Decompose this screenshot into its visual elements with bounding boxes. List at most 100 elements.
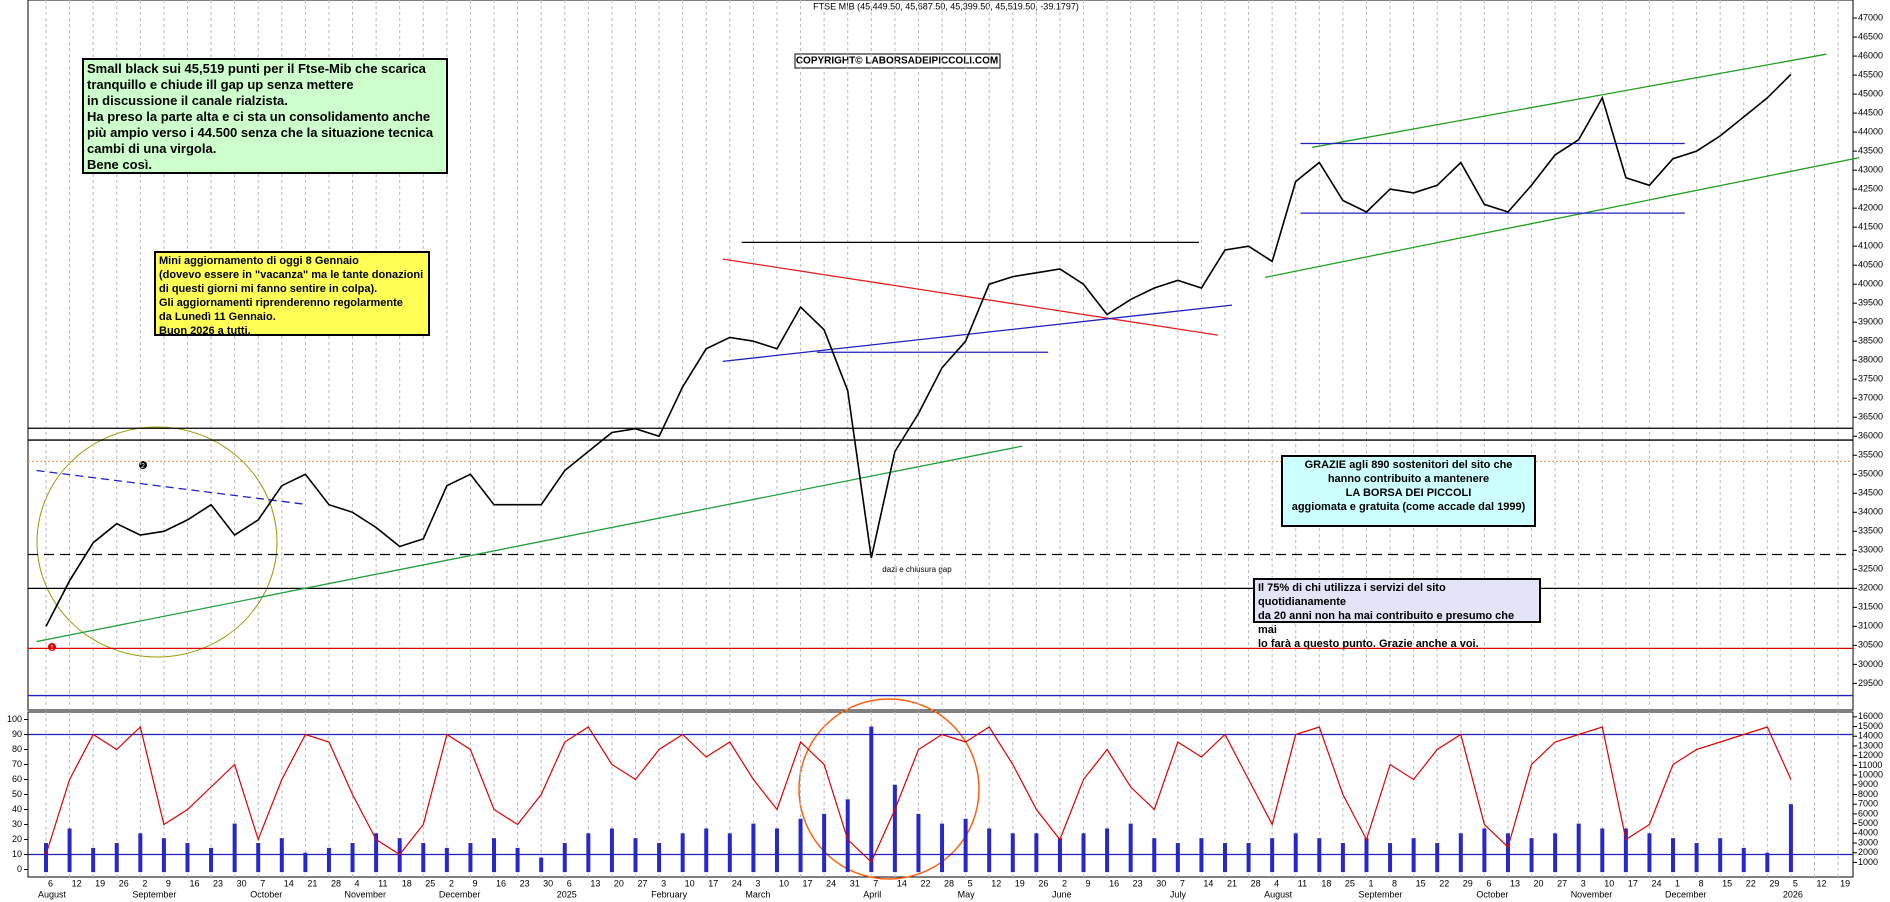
x-tick-label: 14 bbox=[284, 878, 294, 888]
y-tick-label: 43500 bbox=[1858, 145, 1883, 155]
y-tick-label: 33000 bbox=[1858, 545, 1883, 555]
volume-bar bbox=[67, 828, 72, 873]
x-tick-label: 25 bbox=[425, 878, 435, 888]
x-tick-label: 24 bbox=[826, 878, 836, 888]
note-line: di questi giorni mi fanno sentire in col… bbox=[159, 283, 378, 295]
y-tick-label: 10 bbox=[12, 849, 22, 859]
y-tick-label: 70 bbox=[12, 759, 22, 769]
x-tick-label: 7 bbox=[873, 878, 878, 888]
y-tick-label: 31500 bbox=[1858, 602, 1883, 612]
volume-bar bbox=[751, 823, 756, 873]
x-tick-label: 27 bbox=[638, 878, 648, 888]
x-tick-label: 10 bbox=[779, 878, 789, 888]
y-tick-label: 46000 bbox=[1858, 50, 1883, 60]
volume-bar bbox=[1293, 833, 1298, 873]
volume-bar bbox=[492, 838, 497, 873]
x-tick-label: 5 bbox=[1793, 878, 1798, 888]
y-tick-label: 39500 bbox=[1858, 298, 1883, 308]
volume-bar bbox=[774, 828, 779, 873]
volume-bar bbox=[1081, 833, 1086, 873]
y2-tick-label: 9000 bbox=[1858, 779, 1878, 789]
note-line: tranquillo e chiude ill gap up senza met… bbox=[87, 77, 354, 92]
volume-bar bbox=[845, 799, 850, 873]
volume-bar bbox=[657, 843, 662, 873]
note-box: GRAZIE agli 890 sostenitori del sito che… bbox=[1281, 455, 1536, 527]
note-line: Buon 2026 a tutti. bbox=[159, 325, 251, 337]
x-tick-label: 3 bbox=[661, 878, 666, 888]
note-line: (dovevo essere in "vacanza" ma le tante … bbox=[159, 269, 424, 281]
x-tick-label: 10 bbox=[1604, 878, 1614, 888]
y-tick-label: 20 bbox=[12, 834, 22, 844]
volume-bar bbox=[114, 843, 119, 873]
x-tick-label: 19 bbox=[95, 878, 105, 888]
y-tick-label: 32500 bbox=[1858, 564, 1883, 574]
month-label: October bbox=[1476, 889, 1508, 899]
y-tick-label: 47000 bbox=[1858, 12, 1883, 22]
x-tick-label: 11 bbox=[378, 878, 387, 888]
y-tick-label: 34500 bbox=[1858, 488, 1883, 498]
copyright: COPYRIGHT© LABORSADEIPICCOLI.COM bbox=[796, 56, 998, 67]
volume-bar bbox=[515, 847, 520, 873]
volume-bar bbox=[1270, 838, 1275, 873]
volume-bar bbox=[963, 818, 968, 873]
month-label: August bbox=[1264, 889, 1293, 899]
x-tick-label: 16 bbox=[1109, 878, 1119, 888]
month-label: March bbox=[745, 889, 770, 899]
volume-bar bbox=[1105, 828, 1110, 873]
y-tick-label: 35500 bbox=[1858, 450, 1883, 460]
x-tick-label: 4 bbox=[355, 878, 360, 888]
month-label: November bbox=[1571, 889, 1613, 899]
x-tick-label: 6 bbox=[1486, 878, 1491, 888]
volume-bar bbox=[161, 838, 166, 873]
note-line: Ha preso la parte alta e ci sta un conso… bbox=[87, 109, 431, 124]
series-line bbox=[45, 725, 1792, 864]
month-label: September bbox=[132, 889, 176, 899]
x-tick-label: 12 bbox=[991, 878, 1001, 888]
y2-tick-label: 6000 bbox=[1858, 808, 1878, 818]
y2-tick-label: 12000 bbox=[1858, 750, 1883, 760]
y-tick-label: 50 bbox=[12, 789, 22, 799]
y-tick-label: 100 bbox=[7, 714, 22, 724]
volume-bar bbox=[1694, 843, 1699, 873]
x-tick-label: 1 bbox=[1675, 878, 1680, 888]
x-tick-label: 15 bbox=[1416, 878, 1426, 888]
y-tick-label: 37500 bbox=[1858, 374, 1883, 384]
note-line: da Lunedì 11 Gennaio. bbox=[159, 311, 276, 323]
volume-bar bbox=[822, 813, 827, 873]
y2-tick-label: 15000 bbox=[1858, 721, 1883, 731]
volume-bar bbox=[1458, 833, 1463, 873]
volume-bar bbox=[1411, 838, 1416, 873]
y-tick-label: 34000 bbox=[1858, 507, 1883, 517]
x-tick-label: 30 bbox=[543, 878, 553, 888]
y-tick-label: 43000 bbox=[1858, 165, 1883, 175]
x-tick-label: 12 bbox=[72, 878, 82, 888]
x-tick-label: 29 bbox=[1463, 878, 1473, 888]
y-tick-label: 80 bbox=[12, 744, 22, 754]
note-line: GRAZIE agli 890 sostenitori del sito che bbox=[1304, 459, 1513, 471]
x-tick-label: 17 bbox=[803, 878, 813, 888]
y2-tick-label: 14000 bbox=[1858, 731, 1883, 741]
volume-bar bbox=[1223, 843, 1227, 873]
x-tick-label: 17 bbox=[708, 878, 718, 888]
volume-bar bbox=[468, 843, 473, 873]
volume-bar bbox=[138, 833, 143, 873]
volume-bar bbox=[44, 843, 48, 873]
x-tick-label: 7 bbox=[260, 878, 265, 888]
volume-bar bbox=[1246, 843, 1251, 873]
x-tick-label: 8 bbox=[1699, 878, 1704, 888]
note-line: Bene così. bbox=[87, 157, 153, 172]
volume-bar bbox=[1057, 838, 1062, 873]
note-line: aggiomata e gratuita (come accade dal 19… bbox=[1291, 501, 1526, 513]
volume-bar bbox=[1623, 828, 1628, 873]
y-tick-label: 40000 bbox=[1858, 279, 1883, 289]
volume-bar bbox=[209, 847, 214, 873]
volume-bar bbox=[680, 833, 685, 873]
note-line: hanno contribuito a mantenere bbox=[1327, 473, 1490, 485]
trend-line bbox=[1264, 156, 1860, 278]
header: FTSE MIB (45,449.50, 45,687.50, 45,399.5… bbox=[813, 1, 1079, 11]
x-tick-label: 30 bbox=[1156, 878, 1166, 888]
volume-bar bbox=[539, 857, 544, 873]
y2-tick-label: 10000 bbox=[1858, 769, 1883, 779]
x-tick-label: 21 bbox=[1227, 878, 1237, 888]
